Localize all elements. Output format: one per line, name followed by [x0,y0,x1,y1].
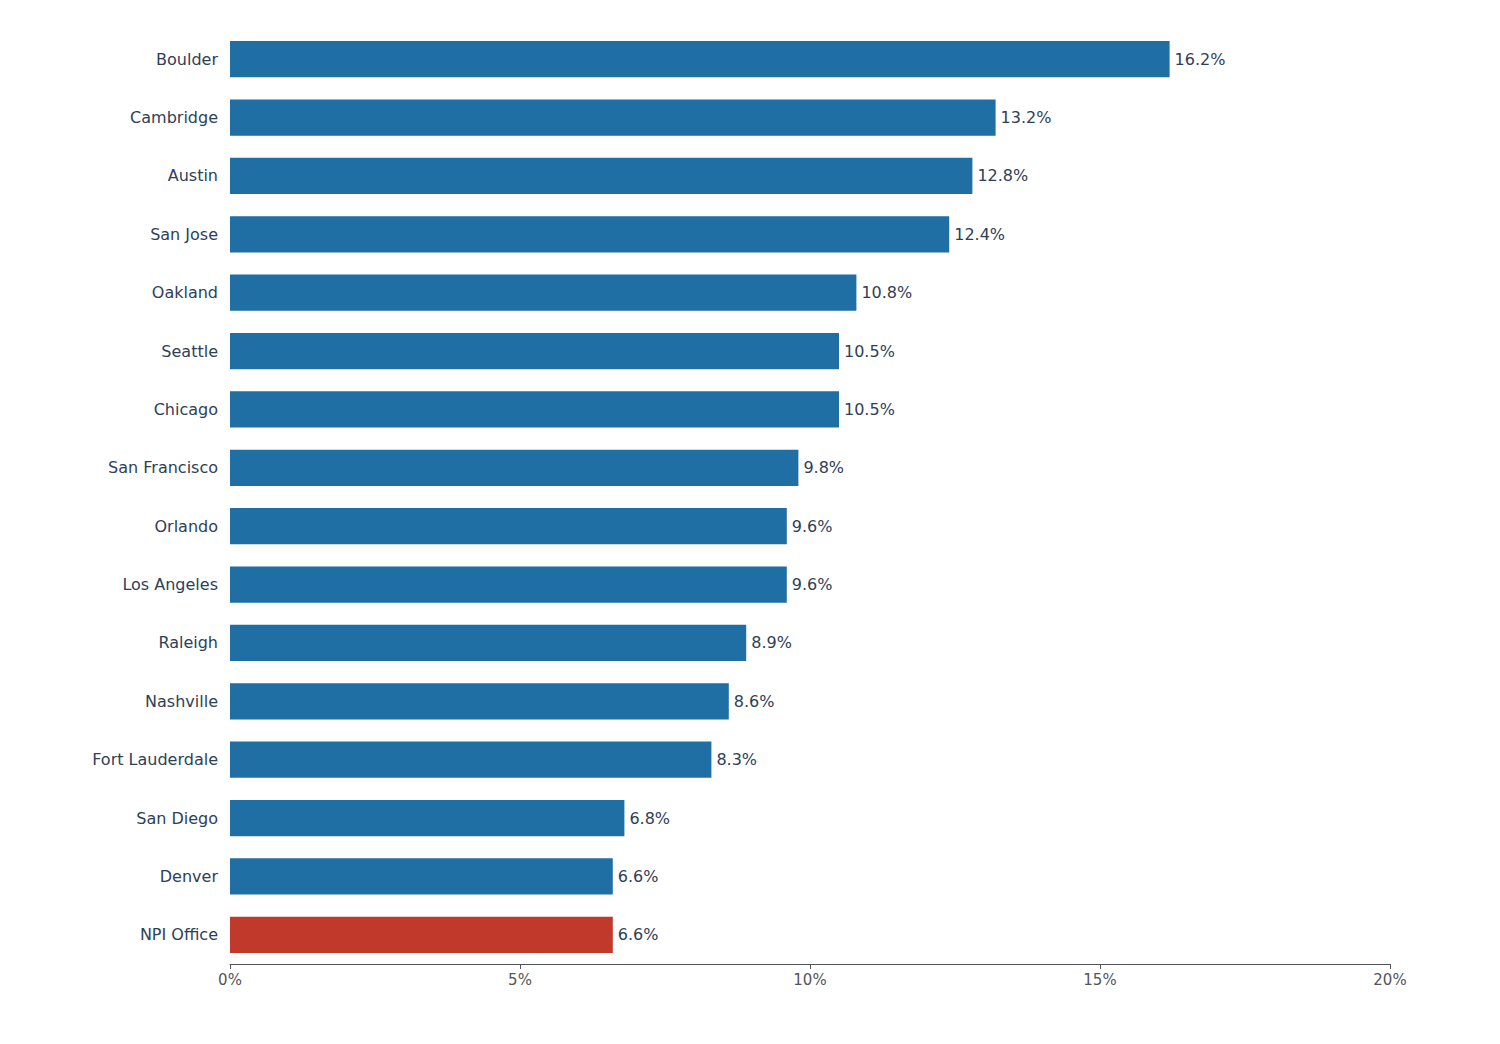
svg-text:Oakland: Oakland [152,283,218,302]
svg-text:9.8%: 9.8% [803,458,844,477]
svg-text:8.3%: 8.3% [716,750,757,769]
svg-text:0%: 0% [218,971,242,989]
svg-text:9.6%: 9.6% [792,575,833,594]
svg-text:Boulder: Boulder [156,50,218,69]
svg-text:Austin: Austin [168,166,218,185]
svg-text:10.5%: 10.5% [844,342,895,361]
svg-text:8.6%: 8.6% [734,692,775,711]
svg-text:6.6%: 6.6% [618,925,659,944]
svg-text:12.8%: 12.8% [977,166,1028,185]
svg-text:20%: 20% [1373,971,1406,989]
svg-text:Raleigh: Raleigh [158,633,218,652]
svg-text:Seattle: Seattle [161,342,218,361]
svg-text:San Francisco: San Francisco [108,458,218,477]
svg-text:5%: 5% [508,971,532,989]
svg-text:Orlando: Orlando [154,517,218,536]
svg-text:Los Angeles: Los Angeles [122,575,218,594]
svg-text:13.2%: 13.2% [1001,108,1052,127]
svg-text:15%: 15% [1083,971,1116,989]
svg-text:10%: 10% [793,971,826,989]
svg-text:Chicago: Chicago [154,400,218,419]
svg-text:Denver: Denver [160,867,219,886]
svg-text:16.2%: 16.2% [1175,50,1226,69]
svg-text:Fort Lauderdale: Fort Lauderdale [92,750,218,769]
svg-text:Cambridge: Cambridge [130,108,218,127]
svg-text:6.6%: 6.6% [618,867,659,886]
svg-text:San Diego: San Diego [136,809,218,828]
svg-text:10.8%: 10.8% [861,283,912,302]
svg-text:9.6%: 9.6% [792,517,833,536]
svg-text:Nashville: Nashville [145,692,218,711]
svg-text:6.8%: 6.8% [629,809,670,828]
svg-text:NPI Office: NPI Office [140,925,218,944]
svg-text:8.9%: 8.9% [751,633,792,652]
svg-text:10.5%: 10.5% [844,400,895,419]
svg-text:San Jose: San Jose [150,225,218,244]
svg-text:12.4%: 12.4% [954,225,1005,244]
